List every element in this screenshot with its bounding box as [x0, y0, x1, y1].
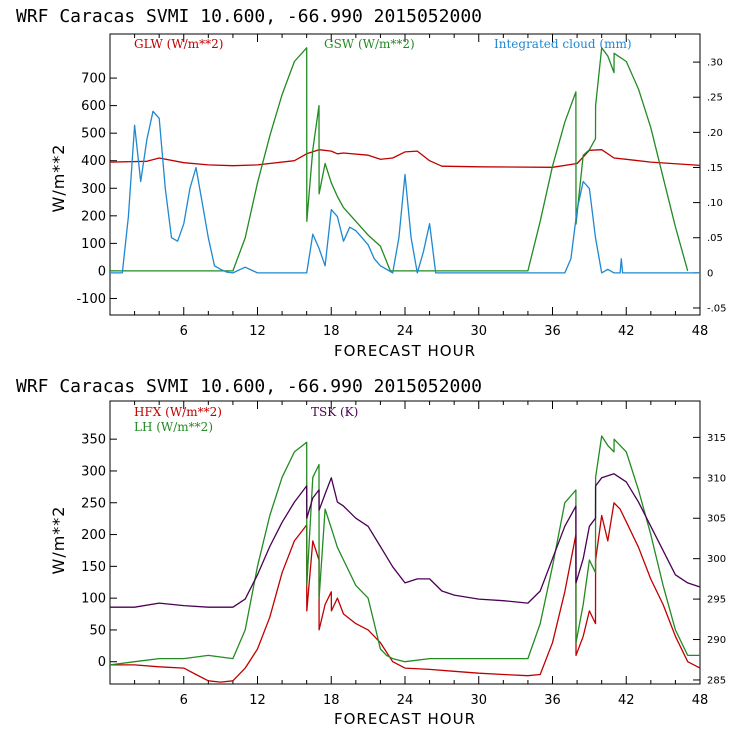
top-right-axis: -.05 0 .05 .10 .15 .20 .25 .30: [693, 58, 727, 314]
bottom-x-axis-label: FORECAST HOUR: [334, 710, 476, 728]
top-series-integrated: [110, 110, 700, 274]
x-tick-label: 42: [618, 693, 635, 708]
x-tick-label: 6: [180, 693, 188, 708]
bottom-y-axis-label: W/m**2: [49, 506, 68, 575]
top-legend-glw: GLW (W/m**2): [134, 37, 223, 51]
bot-series-tsk: [110, 473, 701, 608]
left-tick-label: 100: [81, 592, 106, 607]
bottom-legend-lh: LH (W/m**2): [134, 420, 213, 434]
left-tick-label: 500: [81, 127, 106, 142]
right-tick-label: .20: [707, 128, 723, 139]
right-tick-label: .10: [707, 198, 723, 209]
left-tick-label: 50: [89, 623, 106, 638]
right-tick-label: 310: [707, 473, 726, 484]
x-tick-label: 36: [544, 693, 561, 708]
bottom-right-axis: 285 290 295 300 305 310 315: [693, 433, 726, 686]
right-tick-label: .15: [707, 163, 723, 174]
top-legend-gsw: GSW (W/m**2): [324, 37, 415, 51]
x-tick-label: 30: [470, 693, 487, 708]
top-x-axis: 6 12 18 24 30 36 42 48: [134, 34, 709, 339]
right-tick-label: 0: [707, 268, 713, 279]
bottom-chart: WRF Caracas SVMI 10.600, -66.990 2015052…: [16, 376, 726, 728]
left-tick-label: 300: [81, 182, 106, 197]
right-tick-label: .25: [707, 93, 723, 104]
left-tick-label: 100: [81, 237, 106, 252]
top-chart-title: WRF Caracas SVMI 10.600, -66.990 2015052…: [16, 6, 482, 27]
x-tick-label: 12: [249, 693, 266, 708]
left-tick-label: 600: [81, 99, 106, 114]
left-tick-label: 200: [81, 528, 106, 543]
x-tick-label: 12: [249, 324, 266, 339]
x-tick-label: 36: [544, 324, 561, 339]
left-tick-label: 150: [81, 560, 106, 575]
left-tick-label: 250: [81, 496, 106, 511]
top-legend-cloud: Integrated cloud (mm): [494, 37, 632, 51]
bottom-series-group: [109, 435, 701, 683]
left-tick-label: 300: [81, 464, 106, 479]
right-tick-label: 305: [707, 514, 726, 525]
left-tick-label: 0: [98, 264, 106, 279]
right-tick-label: -.05: [707, 303, 727, 314]
top-series-gsw: [110, 47, 689, 272]
left-tick-label: 350: [81, 433, 106, 448]
top-y-axis-label: W/m**2: [49, 144, 68, 213]
top-series-glw: [109, 149, 701, 168]
bottom-chart-title: WRF Caracas SVMI 10.600, -66.990 2015052…: [16, 376, 482, 397]
bottom-legend-hfx: HFX (W/m**2): [134, 405, 222, 419]
x-tick-label: 24: [397, 693, 414, 708]
right-tick-label: 315: [707, 433, 726, 444]
left-tick-label: -100: [76, 292, 106, 307]
right-tick-label: 300: [707, 554, 726, 565]
x-tick-label: 18: [323, 324, 340, 339]
left-tick-label: 400: [81, 154, 106, 169]
right-tick-label: 285: [707, 675, 726, 686]
x-tick-label: 42: [618, 324, 635, 339]
bot-series-lh: [109, 435, 700, 666]
bottom-plot-frame: [109, 400, 701, 685]
x-tick-label: 18: [323, 693, 340, 708]
bottom-left-axis: 0 50 100 150 200 250 300 350: [81, 433, 117, 670]
right-tick-label: .05: [707, 233, 723, 244]
x-tick-label: 48: [692, 693, 709, 708]
x-tick-label: 24: [397, 324, 414, 339]
left-tick-label: 0: [98, 655, 106, 670]
bottom-legend-tsk: TSK (K): [311, 405, 358, 419]
left-tick-label: 200: [81, 209, 106, 224]
bot-series-hfx: [110, 502, 701, 683]
top-left-axis: -100 0 100 200 300 400 500 600 700: [76, 72, 117, 307]
x-tick-label: 6: [180, 324, 188, 339]
left-tick-label: 700: [81, 72, 106, 87]
top-chart: WRF Caracas SVMI 10.600, -66.990 2015052…: [16, 6, 727, 360]
top-series-group: [109, 47, 701, 274]
right-tick-label: 295: [707, 595, 726, 606]
top-x-axis-label: FORECAST HOUR: [334, 342, 476, 360]
x-tick-label: 48: [692, 324, 709, 339]
bottom-x-axis: 6 12 18 24 30 36 42 48: [134, 401, 709, 708]
x-tick-label: 30: [470, 324, 487, 339]
right-tick-label: 290: [707, 635, 726, 646]
right-tick-label: .30: [707, 58, 723, 69]
